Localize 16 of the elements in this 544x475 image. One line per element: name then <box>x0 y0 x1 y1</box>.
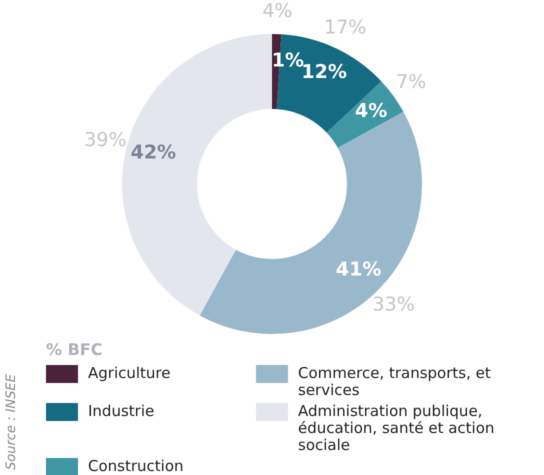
legend-title: % BFC <box>46 340 104 359</box>
legend-label: Construction <box>88 457 184 475</box>
legend-label: Administration publique, éducation, santé et action sociale <box>298 402 496 454</box>
data-label: 42% <box>130 141 176 164</box>
text: 4% <box>262 0 292 22</box>
legend-label: Industrie <box>88 402 154 420</box>
text: 33% <box>372 294 415 316</box>
source-note: Source : INSEE <box>4 374 19 470</box>
data-label: 41% <box>336 258 382 281</box>
data-label: 4% <box>354 100 388 122</box>
legend-label: Commerce, transports, et services <box>298 364 492 399</box>
legend-label: Agriculture <box>88 364 170 382</box>
text: 7% <box>396 70 426 93</box>
text: 17% <box>324 16 366 38</box>
text: 39% <box>84 129 127 152</box>
data-label: 1% <box>272 50 304 72</box>
